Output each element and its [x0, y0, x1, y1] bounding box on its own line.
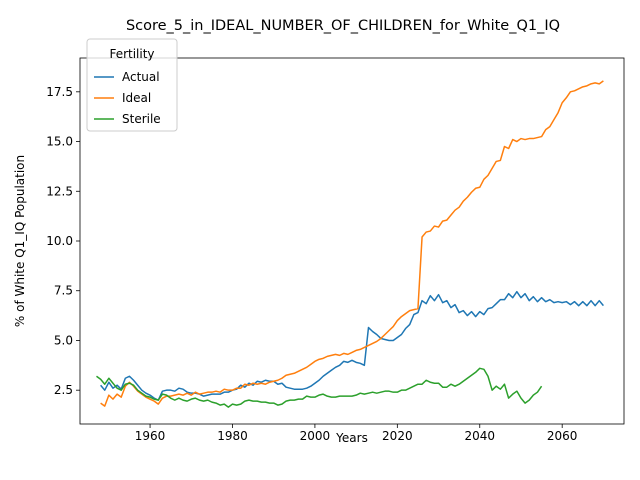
y-tick-label: 10.0 — [46, 234, 73, 248]
series-layer — [96, 80, 604, 408]
y-tick-label: 7.5 — [54, 284, 73, 298]
legend-label-ideal: Ideal — [122, 91, 151, 105]
y-axis: 2.5 5.0 7.5 10.0 12.5 15.0 17.5 — [46, 85, 80, 397]
x-axis: 1960 1980 2000 2020 2040 2060 — [135, 424, 578, 443]
x-tick-label: 2000 — [300, 429, 331, 443]
legend: Fertility Actual Ideal Sterile — [86, 38, 178, 132]
series-line-sterile — [96, 367, 543, 408]
x-tick-label: 2020 — [382, 429, 413, 443]
series-line-ideal — [100, 80, 604, 407]
y-tick-label: 2.5 — [54, 383, 73, 397]
y-tick-label: 12.5 — [46, 184, 73, 198]
x-tick-label: 1980 — [217, 429, 248, 443]
y-axis-label: % of White Q1_IQ Population — [13, 155, 27, 327]
x-tick-label: 2060 — [547, 429, 578, 443]
y-tick-label: 15.0 — [46, 135, 73, 149]
y-tick-label: 17.5 — [46, 85, 73, 99]
legend-box — [86, 38, 178, 132]
legend-label-sterile: Sterile — [122, 112, 161, 126]
y-tick-label: 5.0 — [54, 333, 73, 347]
chart-title: Score_5_in_IDEAL_NUMBER_OF_CHILDREN_for_… — [126, 18, 560, 34]
x-axis-label: Years — [335, 431, 368, 445]
series-line-actual — [100, 290, 604, 401]
x-tick-label: 1960 — [135, 429, 166, 443]
legend-label-actual: Actual — [122, 70, 160, 84]
x-tick-label: 2040 — [464, 429, 495, 443]
legend-items: Actual Ideal Sterile — [94, 70, 161, 126]
legend-title: Fertility — [109, 47, 154, 61]
